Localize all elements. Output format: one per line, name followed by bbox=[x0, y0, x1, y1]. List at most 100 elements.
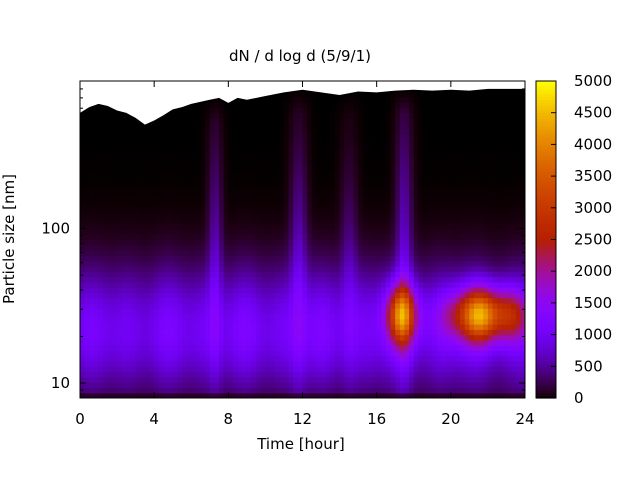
heatmap-cell bbox=[200, 117, 206, 124]
heatmap-cell bbox=[191, 355, 197, 362]
heatmap-cell bbox=[103, 218, 109, 225]
heatmap-cell bbox=[409, 239, 415, 246]
heatmap-cell bbox=[205, 223, 211, 230]
heatmap-cell bbox=[112, 376, 118, 383]
heatmap-cell bbox=[112, 350, 118, 357]
heatmap-cell bbox=[385, 376, 392, 383]
heatmap-cell bbox=[450, 191, 457, 198]
heatmap-cell bbox=[228, 234, 234, 241]
heatmap-cell bbox=[130, 207, 137, 214]
heatmap-cell bbox=[302, 287, 308, 293]
heatmap-cell bbox=[242, 244, 248, 251]
heatmap-cell bbox=[242, 265, 248, 272]
heatmap-cell bbox=[330, 139, 336, 145]
heatmap-cell bbox=[103, 271, 109, 278]
heatmap-cell bbox=[464, 339, 470, 346]
heatmap-cell bbox=[399, 324, 406, 330]
heatmap-cell bbox=[144, 160, 151, 167]
heatmap-cell bbox=[334, 271, 341, 278]
heatmap-cell bbox=[399, 96, 406, 103]
heatmap-cell bbox=[316, 160, 322, 167]
heatmap-cell bbox=[103, 197, 109, 204]
heatmap-cell bbox=[330, 181, 336, 188]
heatmap-cell bbox=[381, 313, 387, 320]
heatmap-cell bbox=[103, 154, 109, 161]
heatmap-cell bbox=[436, 329, 443, 336]
heatmap-cell bbox=[413, 260, 419, 267]
heatmap-cell bbox=[293, 234, 299, 241]
heatmap-cell bbox=[209, 308, 216, 315]
heatmap-cell bbox=[316, 297, 322, 304]
heatmap-cell bbox=[158, 271, 165, 278]
heatmap-cell bbox=[98, 107, 104, 114]
heatmap-cell bbox=[209, 234, 216, 241]
heatmap-cell bbox=[80, 165, 86, 172]
heatmap-cell bbox=[432, 265, 438, 272]
heatmap-cell bbox=[307, 234, 313, 241]
heatmap-cell bbox=[168, 139, 174, 145]
heatmap-cell bbox=[168, 355, 174, 362]
heatmap-cell bbox=[441, 281, 447, 288]
heatmap-cell bbox=[288, 112, 294, 119]
heatmap-cell bbox=[293, 176, 299, 182]
heatmap-cell bbox=[316, 128, 322, 135]
heatmap-cell bbox=[413, 144, 419, 151]
heatmap-cell bbox=[232, 176, 239, 182]
heatmap-cell bbox=[344, 96, 350, 103]
heatmap-cell bbox=[228, 117, 234, 124]
heatmap-cell bbox=[330, 128, 336, 135]
heatmap-cell bbox=[117, 265, 123, 272]
heatmap-cell bbox=[135, 228, 141, 235]
heatmap-cell bbox=[344, 281, 350, 288]
heatmap-cell bbox=[334, 339, 341, 346]
heatmap-cell bbox=[390, 191, 396, 198]
heatmap-cell bbox=[154, 223, 160, 230]
heatmap-cell bbox=[390, 339, 396, 346]
heatmap-cell bbox=[339, 239, 345, 246]
heatmap-cell bbox=[112, 302, 118, 309]
heatmap-cell bbox=[283, 186, 290, 193]
heatmap-cell bbox=[223, 128, 229, 135]
heatmap-cell bbox=[274, 366, 280, 373]
heatmap-cell bbox=[84, 234, 90, 241]
heatmap-cell bbox=[395, 371, 401, 378]
heatmap-cell bbox=[302, 297, 308, 304]
heatmap-cell bbox=[399, 345, 406, 352]
heatmap-cell bbox=[80, 250, 86, 256]
heatmap-cell bbox=[339, 287, 345, 293]
heatmap-cell bbox=[311, 281, 318, 288]
heatmap-cell bbox=[256, 271, 262, 278]
heatmap-cell bbox=[460, 186, 466, 193]
heatmap-cell bbox=[307, 176, 313, 182]
heatmap-cell bbox=[144, 244, 151, 251]
heatmap-cell bbox=[409, 339, 415, 346]
heatmap-cell bbox=[135, 276, 141, 283]
heatmap-cell bbox=[232, 339, 239, 346]
heatmap-cell bbox=[288, 355, 294, 362]
heatmap-cell bbox=[140, 324, 146, 330]
heatmap-cell bbox=[455, 339, 461, 346]
heatmap-cell bbox=[418, 213, 424, 219]
heatmap-cell bbox=[344, 123, 350, 130]
heatmap-cell bbox=[427, 376, 433, 383]
heatmap-cell bbox=[237, 176, 243, 182]
heatmap-cell bbox=[409, 382, 415, 389]
heatmap-cell bbox=[316, 133, 322, 140]
heatmap-cell bbox=[432, 133, 438, 140]
heatmap-cell bbox=[381, 392, 387, 398]
heatmap-cell bbox=[237, 345, 243, 352]
heatmap-cell bbox=[121, 123, 127, 130]
heatmap-cell bbox=[214, 117, 220, 124]
heatmap-cell bbox=[293, 91, 299, 98]
heatmap-cell bbox=[181, 276, 188, 283]
heatmap-cell bbox=[163, 255, 169, 262]
heatmap-cell bbox=[270, 387, 276, 394]
heatmap-cell bbox=[348, 139, 355, 145]
heatmap-cell bbox=[423, 234, 429, 241]
heatmap-cell bbox=[325, 376, 331, 383]
heatmap-cell bbox=[274, 234, 280, 241]
heatmap-cell bbox=[367, 213, 373, 219]
heatmap-cell bbox=[177, 350, 183, 357]
heatmap-cell bbox=[427, 117, 433, 124]
heatmap-cell bbox=[344, 165, 350, 172]
